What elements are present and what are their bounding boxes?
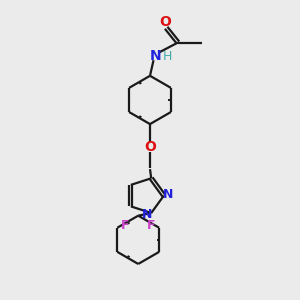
Text: F: F [121,219,130,232]
Text: O: O [159,15,171,29]
Text: N: N [163,188,173,201]
Text: H: H [162,50,172,63]
Text: O: O [144,140,156,154]
Text: F: F [147,219,155,232]
Text: N: N [150,49,162,63]
Text: N: N [142,208,152,221]
